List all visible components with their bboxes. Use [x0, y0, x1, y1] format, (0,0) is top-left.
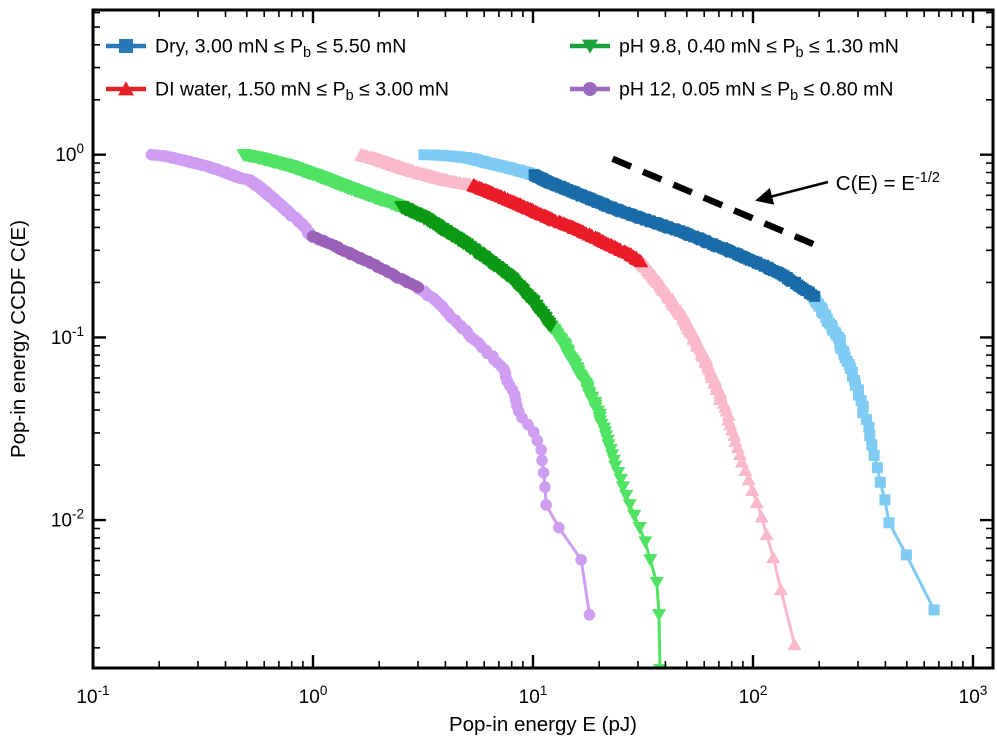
y-tick-label: 10-1 — [51, 324, 84, 349]
series-di-water-markers-dark-mid — [466, 178, 649, 268]
series-di-water-markers-light-lower — [354, 148, 481, 191]
legend-marker-dry — [119, 39, 133, 53]
series-di-water-markers-light-upper — [635, 255, 802, 651]
series-di-water-line-light-upper — [640, 260, 796, 645]
x-tick-label: 101 — [519, 683, 548, 708]
y-tick-label: 100 — [55, 141, 84, 166]
series-ph-9-8-markers-light-upper — [544, 321, 668, 668]
legend-item-ph-12: pH 12, 0.05 mN ≤ Pb ≤ 0.80 mN — [570, 79, 893, 105]
series-ph-12-markers-light-lower — [145, 148, 317, 242]
series-dry-markers-light-upper — [808, 292, 940, 616]
x-axis-title: Pop-in energy E (pJ) — [449, 713, 637, 736]
series-ph-9-8 — [236, 149, 668, 668]
legend-label-di-water: DI water, 1.50 mN ≤ Pb ≤ 3.00 mN — [155, 79, 449, 105]
x-tick-label: 10-1 — [76, 683, 109, 708]
legend-label-ph-9-8: pH 9.8, 0.40 mN ≤ Pb ≤ 1.30 mN — [619, 36, 899, 62]
annotation-layer: C(E) = E-1/2 — [611, 155, 940, 250]
series-ph-9-8-markers-dark-mid — [394, 201, 558, 333]
x-tick-label: 100 — [299, 683, 328, 708]
series-ph-12 — [145, 148, 596, 621]
series-ph-9-8-markers-light-lower — [236, 149, 408, 214]
series-dry — [418, 149, 940, 616]
series-ph-12-markers-light-upper — [412, 282, 596, 621]
x-minor-ticks — [158, 10, 964, 668]
power-law-guide-line — [611, 155, 821, 250]
y-minor-ticks — [93, 11, 993, 649]
legend-label-dry: Dry, 3.00 mN ≤ Pb ≤ 5.50 mN — [155, 36, 406, 62]
series-layer — [145, 148, 940, 668]
legend: Dry, 3.00 mN ≤ Pb ≤ 5.50 mN DI water, 1.5… — [106, 36, 899, 105]
legend-item-ph-9-8: pH 9.8, 0.40 mN ≤ Pb ≤ 1.30 mN — [570, 36, 899, 62]
x-tick-label: 102 — [739, 683, 768, 708]
legend-marker-di-water — [118, 81, 135, 96]
legend-marker-ph-9-8 — [582, 39, 599, 54]
series-ph-12-markers-dark-mid — [306, 230, 425, 294]
legend-item-di-water: DI water, 1.50 mN ≤ Pb ≤ 3.00 mN — [106, 79, 449, 105]
annotation-arrow — [755, 180, 829, 205]
series-dry-markers-light-lower — [418, 149, 539, 180]
series-ph-9-8-line-light-upper — [549, 324, 662, 668]
y-major-ticks — [93, 153, 993, 522]
axes-layer: 10-1 100 101 102 103 100 10-1 10-2 — [51, 8, 995, 708]
legend-label-ph-12: pH 12, 0.05 mN ≤ Pb ≤ 0.80 mN — [619, 79, 893, 105]
y-tick-label: 10-2 — [51, 507, 84, 532]
y-axis-title: Pop-in energy CCDF C(E) — [7, 220, 30, 458]
plot-frame — [91, 8, 995, 670]
power-law-label: C(E) = E-1/2 — [836, 170, 940, 195]
x-tick-label: 103 — [959, 683, 988, 708]
series-di-water — [354, 148, 802, 651]
legend-item-dry: Dry, 3.00 mN ≤ Pb ≤ 5.50 mN — [106, 36, 406, 62]
series-dry-markers-dark-mid — [528, 169, 821, 302]
legend-marker-ph-12 — [583, 82, 597, 96]
